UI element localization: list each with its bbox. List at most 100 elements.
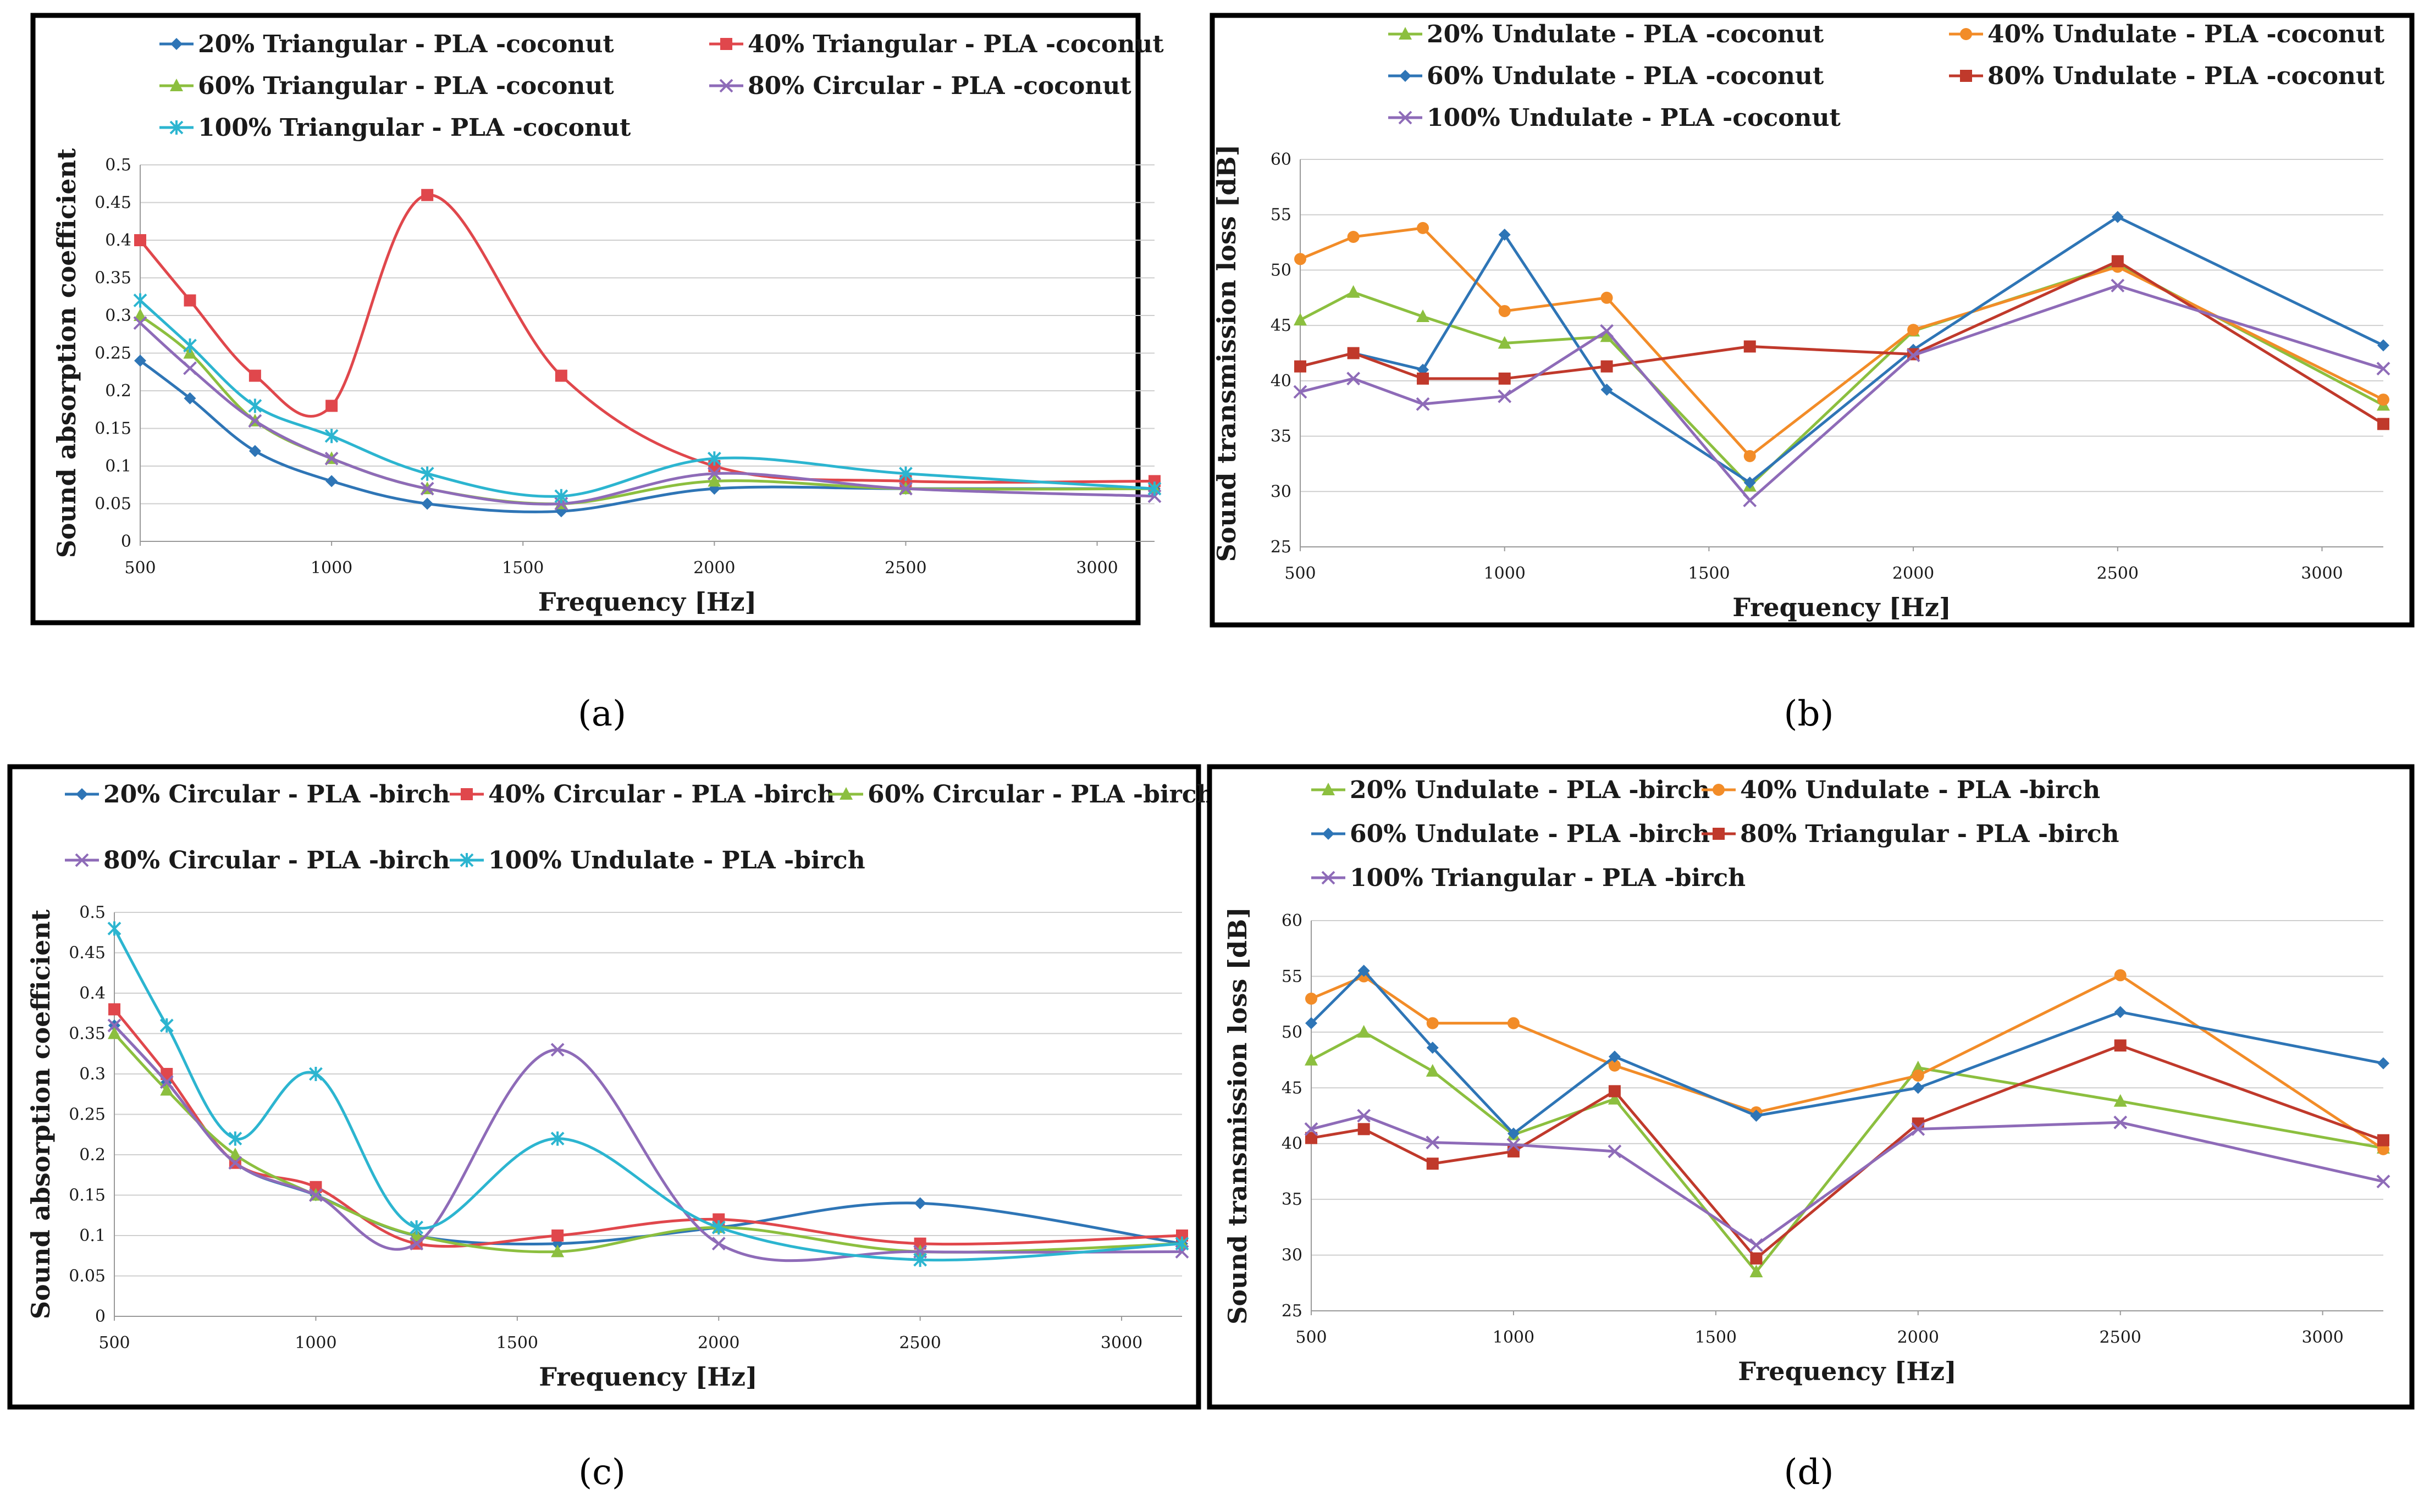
y-tick-label: 0 [121, 532, 131, 551]
data-point [421, 497, 434, 510]
data-point [1600, 329, 1614, 342]
legend-item: 40% Undulate - PLA -coconut [1949, 20, 2385, 48]
legend-marker [1322, 783, 1335, 795]
data-point [914, 1237, 926, 1250]
data-point [159, 1075, 174, 1089]
data-point [1294, 253, 1306, 265]
data-point [1912, 1069, 1924, 1082]
y-tick-label: 45 [1271, 316, 1291, 335]
legend-label: 100% Undulate - PLA -coconut [1427, 104, 1841, 132]
y-tick-label: 0.15 [69, 1186, 106, 1205]
y-tick-label: 40 [1282, 1134, 1302, 1154]
data-point [134, 308, 147, 321]
chart-b: 25 30 35 40 45 50 55 60 500 1000 1500 2000 2500 3000 F… [1210, 13, 2415, 734]
panel-caption: (c) [578, 1452, 626, 1493]
data-point [1506, 1138, 1521, 1152]
legend-label: 60% Triangular - PLA -coconut [198, 72, 614, 100]
data-point [228, 1131, 242, 1146]
x-tick-label: 2500 [2097, 564, 2139, 583]
data-point [1911, 1122, 1925, 1136]
data-point [1426, 1157, 1439, 1170]
data-point [2113, 1115, 2128, 1129]
data-point [2377, 1057, 2389, 1070]
legend-item: 40% Undulate - PLA -birch [1702, 776, 2100, 804]
data-point [1507, 1017, 1520, 1029]
x-axis-title: Frequency [Hz] [1732, 592, 1951, 622]
data-point [551, 1229, 564, 1242]
data-point [1608, 1092, 1621, 1105]
x-tick-label: 500 [124, 558, 156, 578]
data-point [249, 369, 261, 382]
x-tick-label: 3000 [1101, 1333, 1142, 1353]
chart-a: 0 0.05 0.1 0.15 0.2 0.25 0.3 0.35 0.4 0.45 0.5 500 1… [30, 13, 1164, 734]
legend-label: 80% Circular - PLA -coconut [748, 72, 1131, 100]
x-tick-label: 1000 [1484, 564, 1526, 583]
y-tick-label: 0.1 [79, 1226, 106, 1245]
data-point [420, 466, 434, 481]
data-point [134, 234, 146, 246]
data-point [410, 1220, 424, 1235]
data-point [1426, 1136, 1440, 1150]
data-point [1750, 1110, 1763, 1122]
legend-item: 100% Triangular - PLA -birch [1311, 864, 1746, 892]
data-point [913, 1253, 927, 1267]
series-4 [133, 316, 1162, 511]
y-tick-label: 0.05 [69, 1267, 106, 1286]
legend-item: 100% Undulate - PLA -birch [450, 846, 865, 874]
data-point [1906, 348, 1920, 362]
data-point [1357, 965, 1370, 977]
data-point [2377, 339, 2389, 352]
data-point [1176, 1229, 1188, 1242]
chart-c: 0 0.05 0.1 0.15 0.2 0.25 0.3 0.35 0.4 0.45 0.5 500 1… [7, 764, 1214, 1493]
y-tick-label: 0.25 [95, 344, 131, 363]
legend-label: 80% Triangular - PLA -birch [1740, 820, 2119, 848]
legend-item: 100% Undulate - PLA -coconut [1388, 104, 1841, 132]
series-4 [107, 1018, 1189, 1262]
legend-item: 60% Undulate - PLA -birch [1311, 820, 1710, 848]
data-point [228, 1148, 242, 1160]
data-point [550, 1131, 565, 1146]
y-tick-label: 50 [1271, 261, 1291, 280]
x-tick-label: 3000 [2301, 1328, 2343, 1347]
y-axis-title: Sound absorption coefficient [52, 148, 81, 558]
legend-label: 40% Circular - PLA -birch [488, 780, 835, 808]
data-point [1346, 285, 1360, 298]
data-point [713, 1213, 725, 1226]
data-point [1498, 336, 1511, 349]
y-tick-label: 50 [1282, 1023, 1302, 1042]
y-tick-label: 0.35 [95, 269, 131, 288]
legend-marker [1713, 784, 1725, 796]
data-point [1357, 1123, 1370, 1136]
y-tick-label: 0.3 [105, 306, 131, 325]
data-point [2114, 1039, 2127, 1052]
y-tick-label: 0.3 [79, 1065, 106, 1084]
series-5 [107, 921, 1189, 1267]
x-tick-label: 2500 [2100, 1328, 2141, 1347]
x-tick-label: 500 [1295, 1328, 1327, 1347]
legend-marker [1960, 70, 1972, 82]
legend-marker [76, 788, 88, 800]
y-tick-label: 45 [1282, 1078, 1302, 1098]
data-point [2376, 362, 2390, 376]
data-point [1507, 1127, 1520, 1140]
x-tick-label: 2000 [1892, 564, 1934, 583]
data-point [1507, 1145, 1520, 1157]
y-tick-label: 0.4 [105, 231, 131, 250]
series-line [113, 928, 1183, 1262]
data-point [133, 293, 147, 308]
data-point [554, 489, 568, 503]
legend-item: 100% Triangular - PLA -coconut [159, 114, 631, 142]
legend-marker [460, 853, 474, 867]
data-point [1305, 993, 1317, 1005]
data-point [1743, 493, 1757, 507]
y-tick-label: 30 [1282, 1246, 1302, 1265]
legend-marker [1398, 110, 1412, 125]
series-5 [1304, 1109, 2390, 1252]
legend-marker [170, 38, 183, 50]
legend-label: 20% Undulate - PLA -birch [1350, 776, 1710, 804]
legend-item: 80% Triangular - PLA -birch [1702, 820, 2119, 848]
data-point [1498, 304, 1511, 317]
data-point [550, 1043, 565, 1057]
data-point [108, 1026, 121, 1039]
data-point [1608, 1144, 1622, 1159]
